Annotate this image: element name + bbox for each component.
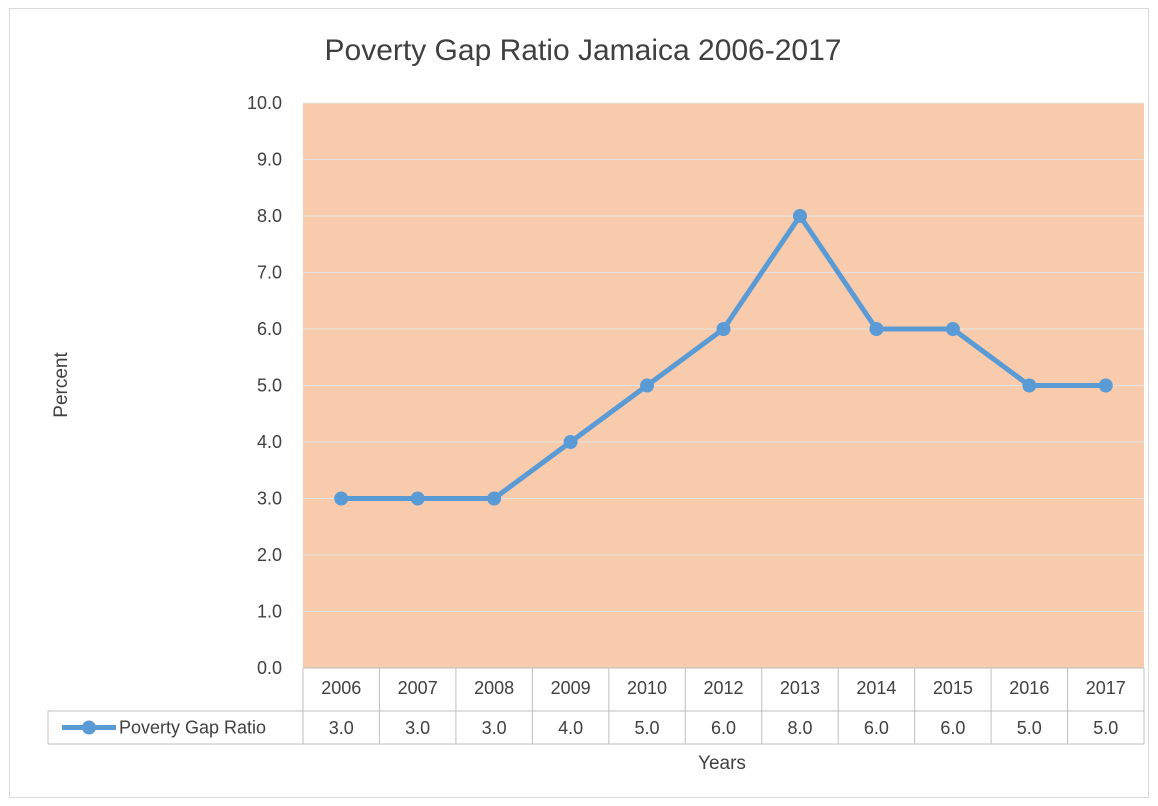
table-value: 6.0: [711, 718, 736, 738]
data-point: [869, 322, 884, 336]
y-tick-label: 2.0: [257, 545, 282, 565]
x-tick-label: 2016: [1009, 678, 1049, 698]
x-tick-label: 2014: [856, 678, 896, 698]
x-axis-title: Years: [698, 753, 746, 774]
y-tick-label: 7.0: [257, 263, 282, 283]
data-point: [945, 322, 960, 336]
x-tick-label: 2006: [321, 678, 361, 698]
x-tick-label: 2012: [703, 678, 743, 698]
table-value: 5.0: [1017, 718, 1042, 738]
y-tick-label: 10.0: [247, 93, 282, 113]
table-value: 5.0: [1093, 718, 1118, 738]
data-point: [334, 491, 349, 506]
x-tick-label: 2017: [1086, 678, 1126, 698]
y-tick-label: 4.0: [257, 432, 282, 452]
y-axis-title: Percent: [51, 352, 72, 418]
table-value: 4.0: [558, 718, 583, 738]
table-value: 3.0: [329, 718, 354, 738]
x-tick-label: 2010: [627, 678, 667, 698]
table-value: 8.0: [787, 718, 812, 738]
y-tick-label: 9.0: [257, 150, 282, 170]
y-tick-label: 3.0: [257, 489, 282, 509]
x-tick-label: 2015: [933, 678, 973, 698]
legend-label: Poverty Gap Ratio: [119, 718, 266, 738]
data-point: [792, 209, 807, 223]
data-point: [1098, 378, 1113, 393]
y-tick-label: 8.0: [257, 206, 282, 226]
table-value: 3.0: [405, 718, 430, 738]
legend-key-marker: [82, 720, 96, 735]
y-tick-label: 5.0: [257, 376, 282, 396]
table-value: 3.0: [482, 718, 507, 738]
x-tick-label: 2008: [474, 678, 514, 698]
y-tick-label: 0.0: [257, 658, 282, 678]
x-tick-label: 2013: [780, 678, 820, 698]
data-point: [410, 491, 425, 506]
data-point: [487, 491, 502, 506]
chart-title: Poverty Gap Ratio Jamaica 2006-2017: [325, 34, 842, 67]
table-value: 6.0: [864, 718, 889, 738]
data-point: [563, 435, 578, 449]
y-tick-label: 1.0: [257, 602, 282, 622]
data-point: [716, 322, 731, 336]
x-tick-label: 2009: [551, 678, 591, 698]
table-value: 5.0: [635, 718, 660, 738]
y-tick-label: 6.0: [257, 319, 282, 339]
plot-area: 0.0 1.0 2.0 3.0 4.0 5.0 6.0 7.0 8.0 9.0 10.0 2006 20…: [47, 93, 1145, 745]
table-value: 6.0: [940, 718, 965, 738]
data-point: [1022, 378, 1037, 393]
x-tick-label: 2007: [398, 678, 438, 698]
data-point: [640, 378, 655, 393]
